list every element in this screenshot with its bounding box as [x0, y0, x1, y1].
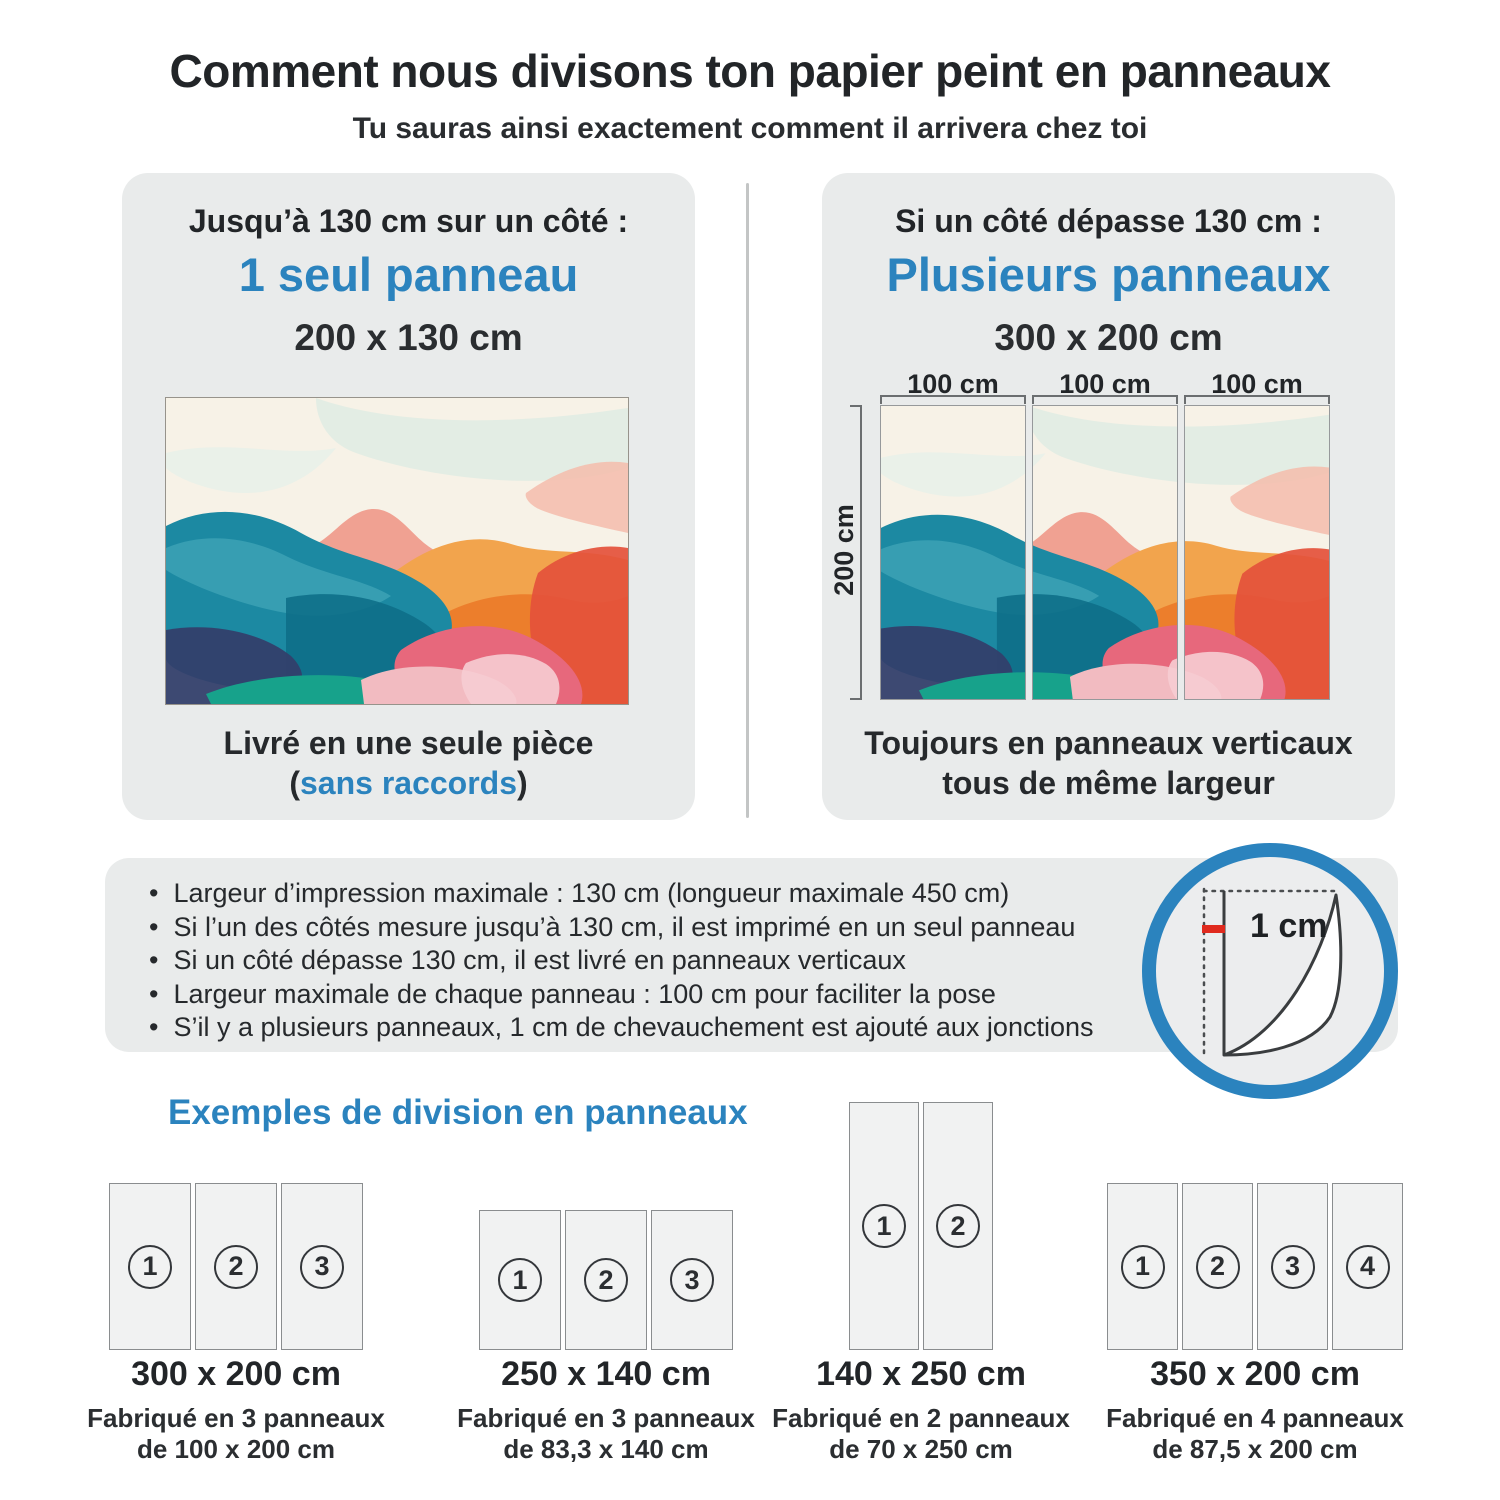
example-panel: 1 — [1107, 1183, 1178, 1350]
page-subtitle: Tu sauras ainsi exactement comment il ar… — [352, 112, 1148, 145]
wallpaper-artwork — [880, 405, 1026, 700]
rule-item: S’il y a plusieurs panneaux, 1 cm de che… — [149, 1011, 1138, 1045]
width-label-3: 100 cm — [1211, 369, 1303, 399]
example-description: Fabriqué en 4 panneaux de 87,5 x 200 cm — [1106, 1403, 1404, 1464]
wallpaper-panel-3 — [1184, 405, 1330, 700]
wallpaper-preview-multi — [880, 405, 1330, 700]
panel-number-badge: 2 — [584, 1258, 628, 1302]
wallpaper-artwork — [166, 398, 628, 704]
page-curl-icon — [1202, 887, 1343, 1057]
page-title: Comment nous divisons ton papier peint e… — [169, 45, 1331, 97]
width-bracket-1 — [880, 395, 1026, 404]
multi-caption-line2: tous de même largeur — [942, 765, 1275, 801]
single-panel-caption: Livré en une seule pièce (sans raccords) — [122, 723, 695, 803]
panel-number-badge: 4 — [1345, 1244, 1390, 1289]
example-350x200: 1 2 3 4 350 x 200 cm Fabriqué en 4 panne… — [1085, 1100, 1425, 1480]
example-panel: 3 — [1257, 1183, 1328, 1350]
wallpaper-artwork — [1184, 405, 1330, 700]
overlap-badge: 1 cm — [1142, 843, 1398, 1099]
example-panels: 1 2 — [849, 1102, 993, 1350]
single-panel-size: 200 x 130 cm — [294, 317, 523, 358]
multi-caption-line1: Toujours en panneaux verticaux — [864, 725, 1353, 761]
panel-number-badge: 3 — [670, 1258, 714, 1302]
panel-number-badge: 3 — [1270, 1244, 1315, 1289]
width-bracket-3 — [1184, 395, 1330, 404]
rules-list: Largeur d’impression maximale : 130 cm (… — [105, 858, 1398, 1045]
example-panel: 3 — [281, 1183, 363, 1350]
wallpaper-panel-2 — [1032, 405, 1178, 700]
panel-number-badge: 2 — [936, 1204, 980, 1248]
rule-item: Largeur d’impression maximale : 130 cm (… — [149, 877, 1138, 911]
example-panel: 4 — [1332, 1183, 1403, 1350]
single-panel-card: Jusqu’à 130 cm sur un côté : 1 seul pann… — [122, 173, 695, 820]
examples-heading: Exemples de division en panneaux — [168, 1093, 748, 1132]
example-size: 140 x 250 cm — [816, 1355, 1026, 1393]
panel-number-badge: 1 — [498, 1258, 542, 1302]
example-panel: 2 — [195, 1183, 277, 1350]
example-description: Fabriqué en 2 panneaux de 70 x 250 cm — [772, 1403, 1070, 1464]
example-caption: 140 x 250 cm Fabriqué en 2 panneaux de 7… — [751, 1355, 1091, 1465]
example-140x250: 1 2 140 x 250 cm Fabriqué en 2 panneaux … — [751, 1100, 1091, 1480]
rule-item: Si l’un des côtés mesure jusqu’à 130 cm,… — [149, 911, 1138, 945]
height-measure-line — [850, 405, 862, 700]
panel-number-badge: 3 — [300, 1244, 344, 1289]
example-panel: 1 — [849, 1102, 919, 1350]
multi-panel-size: 300 x 200 cm — [994, 317, 1223, 358]
example-panel: 1 — [479, 1210, 561, 1350]
example-panel: 2 — [923, 1102, 993, 1350]
rule-item: Si un côté dépasse 130 cm, il est livré … — [149, 944, 1138, 978]
example-caption: 250 x 140 cm Fabriqué en 3 panneaux de 8… — [436, 1355, 776, 1465]
multi-panel-headline: Plusieurs panneaux — [886, 248, 1331, 301]
example-panel: 3 — [651, 1210, 733, 1350]
width-label-1: 100 cm — [907, 369, 999, 399]
example-size: 250 x 140 cm — [501, 1355, 711, 1393]
multi-panel-condition: Si un côté dépasse 130 cm : — [895, 203, 1322, 239]
panel-number-badge: 1 — [862, 1204, 906, 1248]
height-label: 200 cm — [829, 504, 859, 596]
rule-item: Largeur maximale de chaque panneau : 100… — [149, 978, 1138, 1012]
example-250x140: 1 2 3 250 x 140 cm Fabriqué en 3 panneau… — [436, 1100, 776, 1480]
panel-number-badge: 2 — [214, 1244, 258, 1289]
wallpaper-artwork — [1032, 405, 1178, 700]
overlap-label: 1 cm — [1250, 907, 1328, 945]
wallpaper-preview-single — [165, 397, 629, 705]
single-caption-line2: (sans raccords) — [289, 765, 528, 801]
example-caption: 300 x 200 cm Fabriqué en 3 panneaux de 1… — [66, 1355, 406, 1465]
example-panels: 1 2 3 — [479, 1210, 733, 1350]
width-label-2: 100 cm — [1059, 369, 1151, 399]
example-panels: 1 2 3 4 — [1107, 1183, 1403, 1350]
sans-raccords-highlight: sans raccords — [299, 765, 517, 801]
example-description: Fabriqué en 3 panneaux de 100 x 200 cm — [87, 1403, 385, 1464]
multi-panel-caption: Toujours en panneaux verticaux tous de m… — [822, 723, 1395, 803]
panel-number-badge: 1 — [128, 1244, 172, 1289]
example-panel: 1 — [109, 1183, 191, 1350]
single-panel-headline: 1 seul panneau — [238, 248, 579, 301]
panel-number-badge: 2 — [1195, 1244, 1240, 1289]
wallpaper-panel-1 — [880, 405, 1026, 700]
width-bracket-2 — [1032, 395, 1178, 404]
panel-number-badge: 1 — [1120, 1244, 1165, 1289]
example-panel: 2 — [565, 1210, 647, 1350]
example-300x200: 1 2 3 300 x 200 cm Fabriqué en 3 panneau… — [66, 1100, 406, 1480]
example-panels: 1 2 3 — [109, 1183, 363, 1350]
example-panel: 2 — [1182, 1183, 1253, 1350]
single-panel-condition: Jusqu’à 130 cm sur un côté : — [188, 203, 629, 239]
example-caption: 350 x 200 cm Fabriqué en 4 panneaux de 8… — [1085, 1355, 1425, 1465]
example-size: 300 x 200 cm — [131, 1355, 341, 1393]
cards-divider — [746, 183, 749, 818]
example-description: Fabriqué en 3 panneaux de 83,3 x 140 cm — [457, 1403, 755, 1464]
multi-panel-card: Si un côté dépasse 130 cm : Plusieurs pa… — [822, 173, 1395, 820]
single-caption-line1: Livré en une seule pièce — [223, 725, 594, 761]
example-size: 350 x 200 cm — [1150, 1355, 1360, 1393]
